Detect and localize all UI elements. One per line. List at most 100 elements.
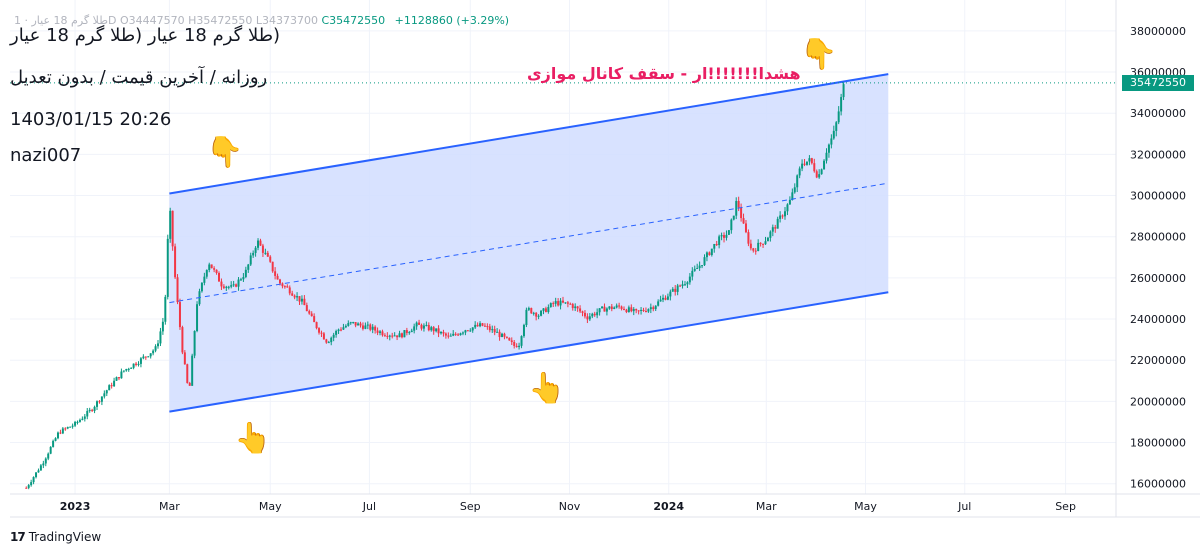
- candle-body: [132, 363, 135, 368]
- candle-body: [257, 240, 260, 248]
- pointing-down-hand-icon[interactable]: 👇: [206, 135, 244, 170]
- candle-body: [754, 250, 757, 252]
- candle-body: [608, 306, 611, 309]
- candle-body: [174, 246, 177, 278]
- candle-body: [698, 265, 701, 269]
- candle-body: [100, 396, 103, 402]
- candle-body: [64, 428, 67, 430]
- candle-body: [313, 316, 316, 323]
- candle-body: [720, 235, 723, 237]
- candle-body: [298, 296, 301, 302]
- candle-body: [159, 331, 162, 344]
- pointing-down-hand-icon[interactable]: 👇: [800, 37, 838, 72]
- candle-body: [649, 307, 652, 310]
- channel-upper-line: [169, 73, 889, 195]
- candle-body: [752, 248, 755, 251]
- candle-body: [420, 324, 423, 329]
- candle-body: [842, 84, 845, 98]
- candle-body: [242, 276, 245, 280]
- candle-body: [486, 326, 489, 328]
- candle-body: [644, 310, 647, 312]
- candle-body: [276, 275, 279, 280]
- candle-body: [476, 324, 479, 327]
- candle-body: [110, 385, 113, 387]
- time-tick-label: 2023: [60, 500, 91, 513]
- candle-body: [49, 446, 52, 454]
- annotation-text[interactable]: هشدا!!!!!!!ار - سقف کانال موازی: [527, 64, 801, 83]
- candle-body: [725, 234, 728, 238]
- candle-body: [69, 426, 72, 428]
- candle-body: [766, 237, 769, 242]
- candle-body: [562, 300, 564, 303]
- candle-body: [405, 330, 408, 333]
- datetime-label: 1403/01/15 20:26: [10, 109, 172, 130]
- candle-body: [278, 279, 281, 284]
- candle-body: [564, 302, 567, 304]
- candle-body: [801, 163, 804, 169]
- parallel-channel[interactable]: [169, 73, 889, 413]
- candle-body: [183, 352, 186, 365]
- candle-body: [784, 211, 787, 217]
- candle-body: [498, 331, 501, 338]
- candle-body: [718, 236, 721, 246]
- candle-body: [379, 331, 382, 333]
- candle-body: [803, 163, 806, 165]
- candle-body: [622, 308, 625, 310]
- candle-body: [793, 187, 796, 193]
- pointing-up-hand-icon[interactable]: 👆: [528, 371, 566, 406]
- candle-body: [25, 487, 28, 489]
- candle-body: [544, 308, 547, 312]
- candle-body: [537, 315, 540, 317]
- candle-body: [466, 330, 469, 332]
- candle-body: [808, 158, 811, 162]
- candle-body: [579, 308, 582, 312]
- candle-body: [244, 269, 247, 277]
- candle-body: [147, 356, 150, 358]
- candle-body: [161, 321, 164, 332]
- candle-body: [342, 327, 345, 330]
- footer[interactable]: 17 TradingView: [10, 530, 101, 544]
- candle-body: [330, 337, 333, 343]
- time-axis[interactable]: 2023 Mar May Jul Sep Nov 2024 Mar May Jul Sep: [60, 500, 1076, 513]
- candle-body: [603, 306, 606, 312]
- candle-body: [27, 485, 30, 488]
- candle-body: [66, 427, 69, 429]
- candle-body: [779, 215, 782, 219]
- candle-body: [122, 370, 125, 372]
- pointing-up-hand-icon[interactable]: 👆: [234, 421, 272, 456]
- change-value: +1128860 (+3.29%): [394, 14, 510, 27]
- candle-body: [527, 308, 530, 310]
- candle-body: [635, 309, 638, 311]
- candle-body: [469, 330, 472, 332]
- candle-body: [74, 421, 77, 426]
- candle-body: [593, 313, 596, 316]
- candle-body: [127, 368, 130, 370]
- candle-body: [518, 345, 521, 348]
- candle-body: [503, 333, 506, 337]
- time-tick-label: Jul: [957, 500, 971, 513]
- candle-body: [408, 332, 411, 334]
- candle-body: [105, 390, 108, 394]
- price-axis[interactable]: 16000000 18000000 20000000 22000000 24000000…: [1130, 25, 1186, 491]
- candle-body: [788, 199, 791, 205]
- candle-body: [391, 335, 394, 337]
- candle-body: [152, 350, 155, 354]
- brand-name: TradingView: [28, 530, 102, 544]
- candle-body: [193, 331, 196, 356]
- candle-body: [154, 346, 157, 351]
- candle-body: [393, 335, 396, 337]
- candle-body: [47, 453, 50, 459]
- candle-body: [840, 97, 843, 112]
- candle-body: [200, 282, 203, 292]
- candle-body: [239, 279, 242, 281]
- candle-body: [674, 288, 677, 292]
- candle-body: [374, 326, 377, 331]
- candle-body: [181, 327, 184, 353]
- tradingview-logo-icon: 17: [10, 530, 26, 544]
- candle-body: [274, 271, 277, 276]
- candle-body: [144, 356, 147, 358]
- candle-body: [566, 302, 569, 304]
- price-tick-label: 38000000: [1130, 25, 1186, 38]
